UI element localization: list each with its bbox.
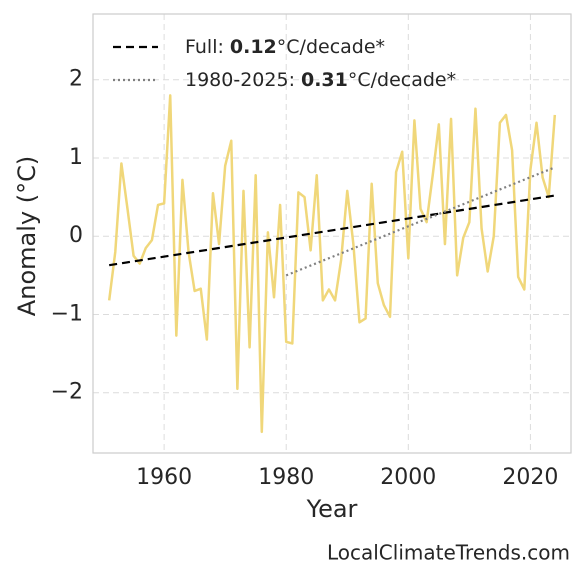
y-tick-label: −1 [51,301,83,326]
legend-label: Full: 0.12°C/decade* [185,36,385,58]
footer: LocalClimateTrends.com [327,541,570,565]
y-tick-label: 2 [69,67,83,92]
legend-rate: 0.12 [230,36,277,58]
x-tick-label: 1980 [258,465,314,490]
trend-line [285,166,556,277]
plot-frame [92,13,572,454]
legend-label: 1980-2025: 0.31°C/decade* [185,69,456,91]
x-tick-label: 1960 [136,465,192,490]
legend-name: Full: [185,36,224,58]
x-tick-label: 2020 [502,465,558,490]
y-tick-label: 0 [69,223,83,248]
x-axis-label: Year [306,495,358,523]
y-tick-label: −2 [51,380,83,405]
legend-rate: 0.31 [301,69,348,91]
legend-name: 1980-2025: [185,69,295,91]
trend-line [109,194,555,267]
x-tick-label: 2000 [380,465,436,490]
data-line [107,94,557,434]
y-axis-label: Anomaly (°C) [13,156,41,316]
y-tick-label: 1 [69,145,83,170]
legend-unit: °C/decade* [348,69,456,91]
legend-unit: °C/decade* [277,36,385,58]
